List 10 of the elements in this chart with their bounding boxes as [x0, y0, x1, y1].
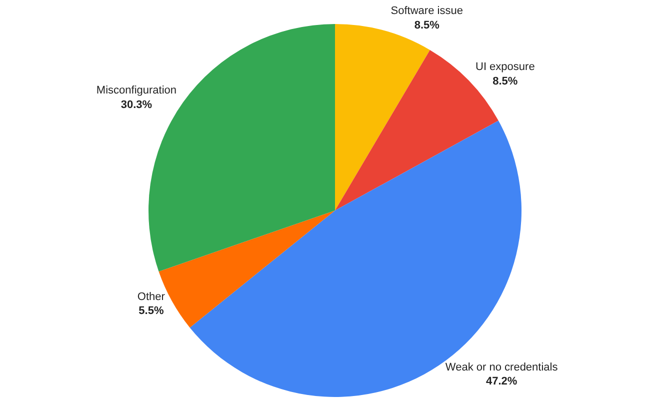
data-label: 47.2%: [486, 376, 518, 388]
data-label: 8.5%: [492, 75, 518, 88]
data-label: 30.3%: [120, 99, 152, 112]
slice-label: UI exposure: [476, 61, 535, 74]
data-label: 5.5%: [138, 305, 164, 318]
slice-label: Weak or no credentials: [445, 361, 558, 374]
data-label: 8.5%: [414, 20, 440, 32]
slice-label: Software issue: [390, 5, 463, 18]
slice-label: Misconfiguration: [96, 84, 177, 97]
slice-label: Other: [137, 290, 166, 303]
